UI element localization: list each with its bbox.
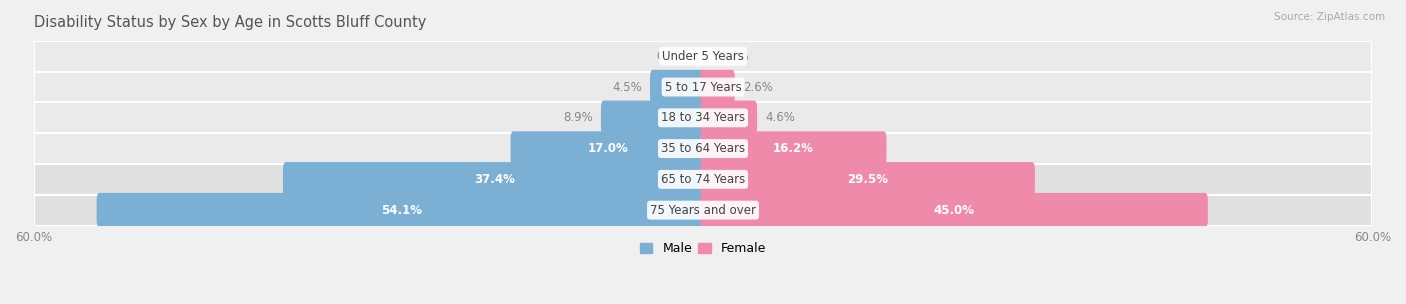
Bar bbox=[34, 102, 1372, 133]
FancyBboxPatch shape bbox=[510, 131, 706, 166]
Text: Under 5 Years: Under 5 Years bbox=[662, 50, 744, 63]
Bar bbox=[34, 72, 1372, 102]
Text: 0.0%: 0.0% bbox=[720, 50, 749, 63]
Text: 65 to 74 Years: 65 to 74 Years bbox=[661, 173, 745, 186]
Text: 8.9%: 8.9% bbox=[562, 111, 592, 124]
Text: 4.6%: 4.6% bbox=[765, 111, 796, 124]
FancyBboxPatch shape bbox=[600, 101, 706, 135]
FancyBboxPatch shape bbox=[700, 131, 887, 166]
Text: 35 to 64 Years: 35 to 64 Years bbox=[661, 142, 745, 155]
Text: 16.2%: 16.2% bbox=[773, 142, 814, 155]
FancyBboxPatch shape bbox=[700, 70, 735, 104]
Bar bbox=[34, 41, 1372, 72]
Bar bbox=[34, 133, 1372, 164]
Text: 75 Years and over: 75 Years and over bbox=[650, 204, 756, 217]
Bar bbox=[34, 195, 1372, 226]
Text: Source: ZipAtlas.com: Source: ZipAtlas.com bbox=[1274, 12, 1385, 22]
Bar bbox=[34, 164, 1372, 195]
Text: Disability Status by Sex by Age in Scotts Bluff County: Disability Status by Sex by Age in Scott… bbox=[34, 15, 426, 30]
FancyBboxPatch shape bbox=[700, 162, 1035, 197]
Text: 2.6%: 2.6% bbox=[744, 81, 773, 94]
FancyBboxPatch shape bbox=[283, 162, 706, 197]
FancyBboxPatch shape bbox=[97, 193, 706, 227]
Text: 18 to 34 Years: 18 to 34 Years bbox=[661, 111, 745, 124]
Text: 5 to 17 Years: 5 to 17 Years bbox=[665, 81, 741, 94]
Text: 17.0%: 17.0% bbox=[588, 142, 628, 155]
Text: 0.0%: 0.0% bbox=[657, 50, 686, 63]
FancyBboxPatch shape bbox=[700, 193, 1208, 227]
Text: 37.4%: 37.4% bbox=[474, 173, 515, 186]
Text: 54.1%: 54.1% bbox=[381, 204, 422, 217]
Text: 4.5%: 4.5% bbox=[612, 81, 641, 94]
FancyBboxPatch shape bbox=[650, 70, 706, 104]
FancyBboxPatch shape bbox=[700, 101, 756, 135]
Text: 45.0%: 45.0% bbox=[934, 204, 974, 217]
Text: 29.5%: 29.5% bbox=[846, 173, 889, 186]
Legend: Male, Female: Male, Female bbox=[636, 237, 770, 260]
